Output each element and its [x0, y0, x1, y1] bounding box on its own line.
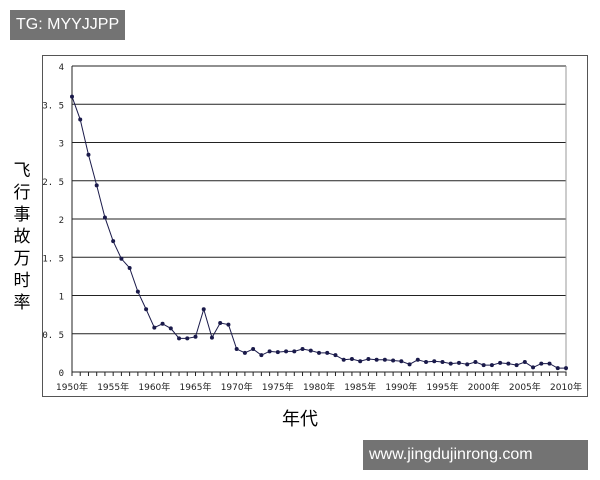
data-point — [481, 363, 486, 368]
data-point — [358, 359, 363, 364]
data-point — [399, 359, 404, 364]
x-tick-label: 1975年 — [262, 381, 294, 393]
data-point — [70, 94, 74, 99]
data-point — [448, 361, 453, 366]
data-point — [152, 325, 157, 330]
data-point — [506, 361, 511, 366]
data-point — [374, 357, 379, 362]
x-tick-label: 2010年 — [550, 381, 582, 393]
y-tick-label: 1. 5 — [42, 254, 64, 264]
y-tick-label: 2. 5 — [42, 178, 64, 188]
data-point — [539, 361, 544, 366]
data-point — [135, 289, 140, 294]
data-point — [349, 356, 354, 361]
data-point — [177, 336, 182, 341]
x-axis-label: 年代 — [282, 409, 318, 430]
data-point — [531, 365, 536, 370]
data-point — [234, 347, 239, 352]
data-point — [366, 356, 371, 361]
data-point — [259, 353, 264, 358]
x-tick-label: 2000年 — [468, 381, 500, 393]
data-point — [127, 265, 132, 270]
data-point — [473, 360, 478, 365]
x-tick-label: 1995年 — [427, 381, 459, 393]
data-point — [465, 362, 470, 367]
data-point — [432, 359, 437, 364]
data-point — [456, 360, 461, 365]
data-point — [94, 183, 99, 188]
data-point — [193, 334, 198, 339]
data-point — [144, 307, 149, 312]
data-point — [226, 322, 231, 327]
y-tick-label: 1 — [59, 293, 64, 303]
data-point — [242, 350, 247, 355]
data-point — [498, 360, 503, 365]
data-point — [317, 350, 321, 355]
data-point — [102, 215, 107, 220]
data-point — [185, 336, 190, 341]
data-point — [555, 366, 560, 371]
data-point — [522, 360, 527, 365]
data-point — [86, 152, 91, 157]
data-point — [415, 357, 420, 362]
data-point — [489, 363, 494, 368]
x-tick-label: 2005年 — [509, 381, 541, 393]
data-point — [424, 360, 429, 365]
data-point — [407, 362, 412, 367]
data-point — [514, 363, 519, 368]
data-point — [391, 358, 396, 363]
data-point — [209, 335, 214, 340]
data-point — [201, 307, 206, 312]
y-axis-label: 飞行事故万时率 — [13, 161, 31, 313]
data-point — [292, 349, 297, 354]
y-tick-label: 2 — [59, 216, 64, 226]
y-tick-label: 3. 5 — [42, 101, 64, 111]
y-tick-label: 0 — [59, 369, 64, 379]
x-tick-label: 1990年 — [385, 381, 417, 393]
data-point — [78, 117, 83, 122]
series-line — [71, 96, 566, 369]
y-tick-label: 3 — [59, 140, 64, 150]
data-point — [440, 360, 445, 365]
x-tick-label: 1985年 — [344, 381, 376, 393]
x-tick-label: 1965年 — [180, 381, 212, 393]
data-point — [251, 347, 256, 352]
x-tick-label: 1950年 — [56, 381, 88, 393]
data-point — [325, 350, 330, 355]
data-point — [300, 347, 305, 352]
data-point — [308, 348, 313, 353]
chart-frame — [42, 55, 588, 397]
data-point — [218, 321, 223, 326]
data-point — [267, 349, 272, 354]
data-point — [168, 326, 173, 331]
data-point — [275, 350, 280, 355]
y-tick-label: 4 — [59, 63, 64, 73]
x-tick-label: 1960年 — [138, 381, 170, 393]
data-point — [382, 357, 387, 362]
data-point — [341, 357, 346, 362]
data-point — [333, 353, 338, 358]
data-point — [119, 256, 124, 261]
watermark-bottom: www.jingdujinrong.com — [363, 440, 588, 470]
data-point — [160, 321, 165, 326]
data-point — [284, 349, 289, 354]
watermark-top: TG: MYYJJPP — [10, 10, 126, 40]
x-tick-label: 1970年 — [221, 381, 253, 393]
x-tick-label: 1955年 — [97, 381, 129, 393]
y-tick-label: 0. 5 — [42, 331, 64, 341]
data-point — [547, 361, 552, 366]
x-tick-label: 1980年 — [303, 381, 335, 393]
data-point — [564, 366, 568, 371]
data-point — [111, 239, 116, 244]
